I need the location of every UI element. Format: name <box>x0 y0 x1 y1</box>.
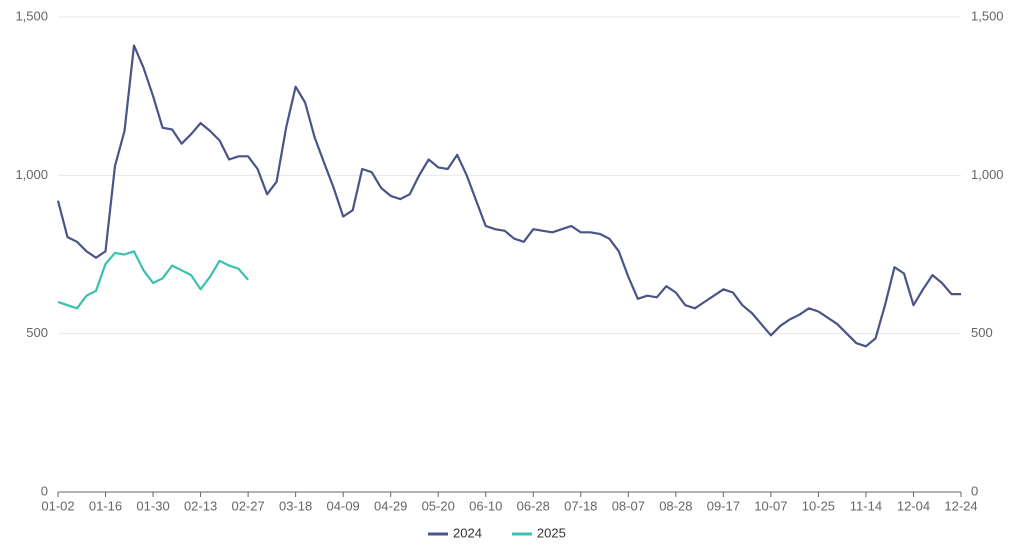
x-tick-label: 06-28 <box>517 498 550 513</box>
x-tick-label: 08-07 <box>612 498 645 513</box>
y-tick-label: 500 <box>26 325 48 340</box>
legend-label: 2024 <box>453 525 482 540</box>
x-tick-label: 04-09 <box>327 498 360 513</box>
x-tick-label: 01-16 <box>89 498 122 513</box>
x-tick-label: 06-10 <box>469 498 502 513</box>
x-tick-label: 10-07 <box>754 498 787 513</box>
y2-tick-label: 0 <box>971 483 978 498</box>
y-tick-label: 0 <box>41 483 48 498</box>
x-tick-label: 09-17 <box>707 498 740 513</box>
x-tick-label: 04-29 <box>374 498 407 513</box>
y-tick-label: 1,500 <box>15 8 48 23</box>
y2-tick-label: 500 <box>971 325 993 340</box>
x-tick-label: 02-13 <box>184 498 217 513</box>
x-tick-label: 08-28 <box>659 498 692 513</box>
x-tick-label: 12-24 <box>944 498 977 513</box>
y2-tick-label: 1,500 <box>971 8 1004 23</box>
x-tick-label: 11-14 <box>850 498 882 513</box>
x-tick-label: 05-20 <box>422 498 455 513</box>
x-tick-label: 03-18 <box>279 498 312 513</box>
y2-tick-label: 1,000 <box>971 167 1004 182</box>
x-tick-label: 02-27 <box>231 498 264 513</box>
y-tick-label: 1,000 <box>15 167 48 182</box>
x-tick-label: 12-04 <box>897 498 930 513</box>
x-tick-label: 07-18 <box>564 498 597 513</box>
x-tick-label: 10-25 <box>802 498 835 513</box>
series-line <box>56 44 961 348</box>
legend-label: 2025 <box>537 525 566 540</box>
x-tick-label: 01-30 <box>136 498 169 513</box>
x-tick-label: 01-02 <box>41 498 74 513</box>
series-line <box>57 250 249 310</box>
